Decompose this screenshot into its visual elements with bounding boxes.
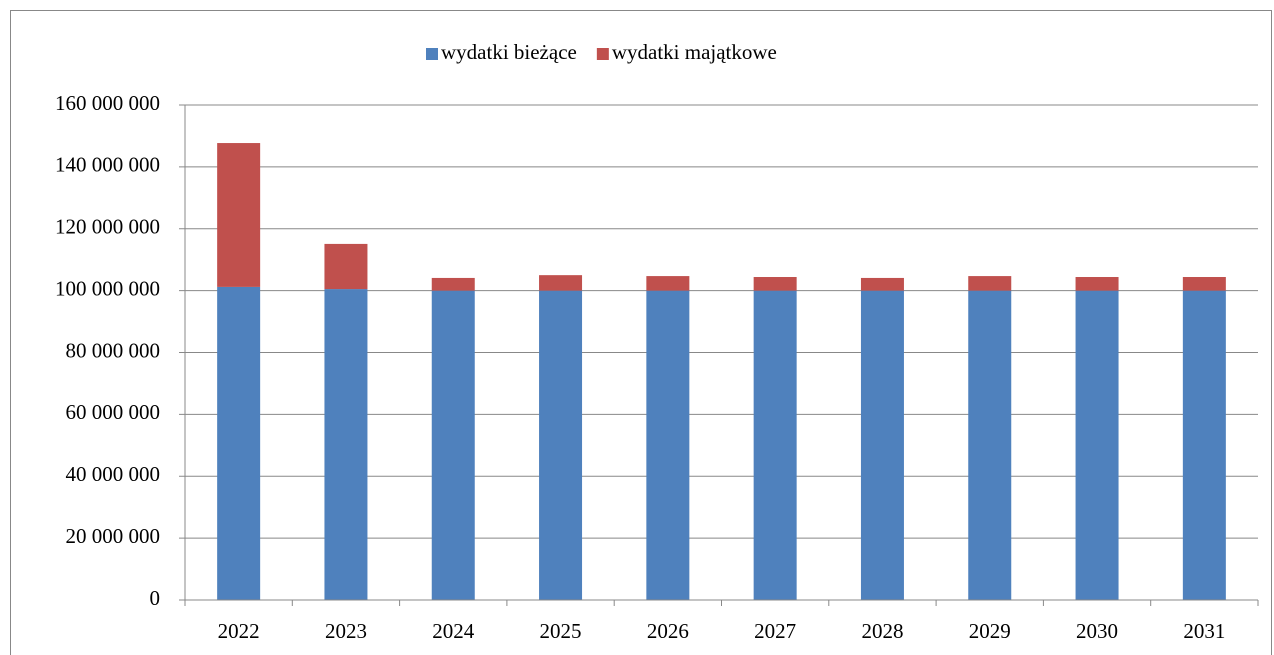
bar-segment (1075, 290, 1119, 600)
bar-segment (860, 290, 904, 600)
bar-segment (860, 277, 904, 291)
legend-label: wydatki majątkowe (612, 40, 777, 64)
x-tick-label: 2025 (540, 619, 582, 643)
y-tick-label: 80 000 000 (66, 338, 161, 362)
bar-segment (539, 290, 583, 600)
bar-segment (1075, 277, 1119, 291)
x-tick-label: 2028 (861, 619, 903, 643)
x-tick-label: 2027 (754, 619, 796, 643)
x-tick-label: 2023 (325, 619, 367, 643)
y-tick-label: 160 000 000 (55, 91, 160, 115)
x-tick-label: 2029 (969, 619, 1011, 643)
y-tick-label: 100 000 000 (55, 276, 160, 300)
bar-segment (753, 290, 797, 600)
legend-swatch (596, 48, 609, 60)
bar-segment (217, 286, 261, 600)
bar-segment (324, 289, 368, 600)
x-tick-label: 2022 (218, 619, 260, 643)
y-tick-label: 40 000 000 (66, 462, 161, 486)
bar-segment (431, 290, 475, 600)
x-tick-label: 2026 (647, 619, 689, 643)
x-tick-label: 2024 (432, 619, 475, 643)
bar-segment (968, 290, 1012, 600)
x-tick-label: 2031 (1183, 619, 1225, 643)
bar-segment (753, 277, 797, 291)
bar-segment (968, 276, 1012, 291)
bar-segment (1182, 277, 1226, 291)
bar-segment (539, 275, 583, 291)
y-tick-label: 20 000 000 (66, 524, 161, 548)
y-tick-label: 60 000 000 (66, 400, 161, 424)
bar-segment (1182, 290, 1226, 600)
bar-segment (431, 277, 475, 291)
x-tick-label: 2030 (1076, 619, 1118, 643)
legend-label: wydatki bieżące (441, 40, 577, 64)
y-tick-label: 140 000 000 (55, 153, 160, 177)
chart-frame (10, 10, 1272, 655)
bar-segment (646, 290, 690, 600)
bar-segment (324, 243, 368, 290)
bar-segment (217, 143, 261, 287)
bar-segment (646, 276, 690, 291)
y-tick-label: 0 (150, 586, 161, 610)
y-tick-label: 120 000 000 (55, 215, 160, 239)
legend-swatch (426, 48, 438, 60)
